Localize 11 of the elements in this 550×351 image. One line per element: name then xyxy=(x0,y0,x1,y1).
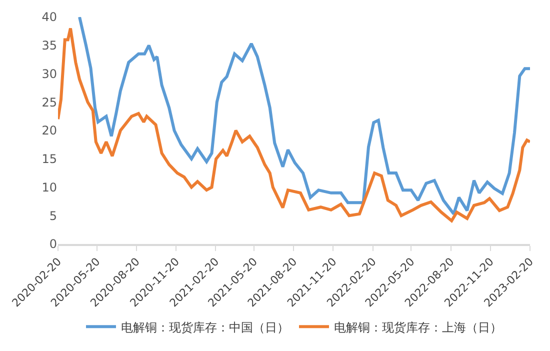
y-tick-label: 40 xyxy=(42,10,57,24)
y-tick-label: 35 xyxy=(42,38,57,53)
y-tick-label: 10 xyxy=(42,180,57,194)
y-tick-label: 5 xyxy=(49,208,57,223)
y-tick-label: 25 xyxy=(42,95,57,110)
y-tick-label: 20 xyxy=(42,124,57,138)
y-tick-label: 0 xyxy=(49,237,57,252)
legend-label: 电解铜：现货库存：上海（日） xyxy=(334,320,502,334)
y-tick-label: 30 xyxy=(42,66,57,81)
legend-label: 电解铜：现货库存：中国（日） xyxy=(121,320,289,334)
y-tick-label: 15 xyxy=(42,152,57,166)
